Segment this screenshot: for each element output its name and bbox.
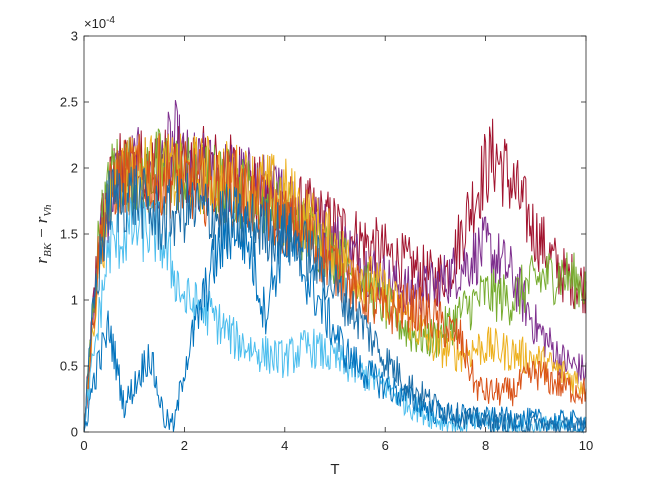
series-line-8 — [83, 165, 587, 434]
x-tick-label: 8 — [482, 438, 489, 453]
x-axis-title: T — [330, 461, 339, 478]
y-tick-label: 3 — [71, 29, 78, 44]
y-exponent-label: ×10-4 — [84, 15, 115, 31]
series-line-5 — [83, 133, 587, 433]
y-tick-label: 1 — [71, 293, 78, 308]
y-tick-label: 1.5 — [60, 227, 78, 242]
y-axis-title: rBK−rVh — [32, 204, 54, 264]
series-line-7 — [83, 201, 587, 434]
series-layer — [83, 100, 587, 434]
y-tick-label: 0 — [71, 425, 78, 440]
y-tick-label: 2 — [71, 161, 78, 176]
x-tick-label: 2 — [181, 438, 188, 453]
ticks-layer: 0 2 4 6 8 10 0 0.5 1 1.5 2 2.5 3 — [60, 29, 593, 454]
x-tick-label: 4 — [281, 438, 288, 453]
y-tick-label: 2.5 — [60, 95, 78, 110]
x-tick-label: 0 — [80, 438, 87, 453]
y-tick-label: 0.5 — [60, 359, 78, 374]
x-tick-label: 10 — [579, 438, 593, 453]
x-tick-label: 6 — [382, 438, 389, 453]
